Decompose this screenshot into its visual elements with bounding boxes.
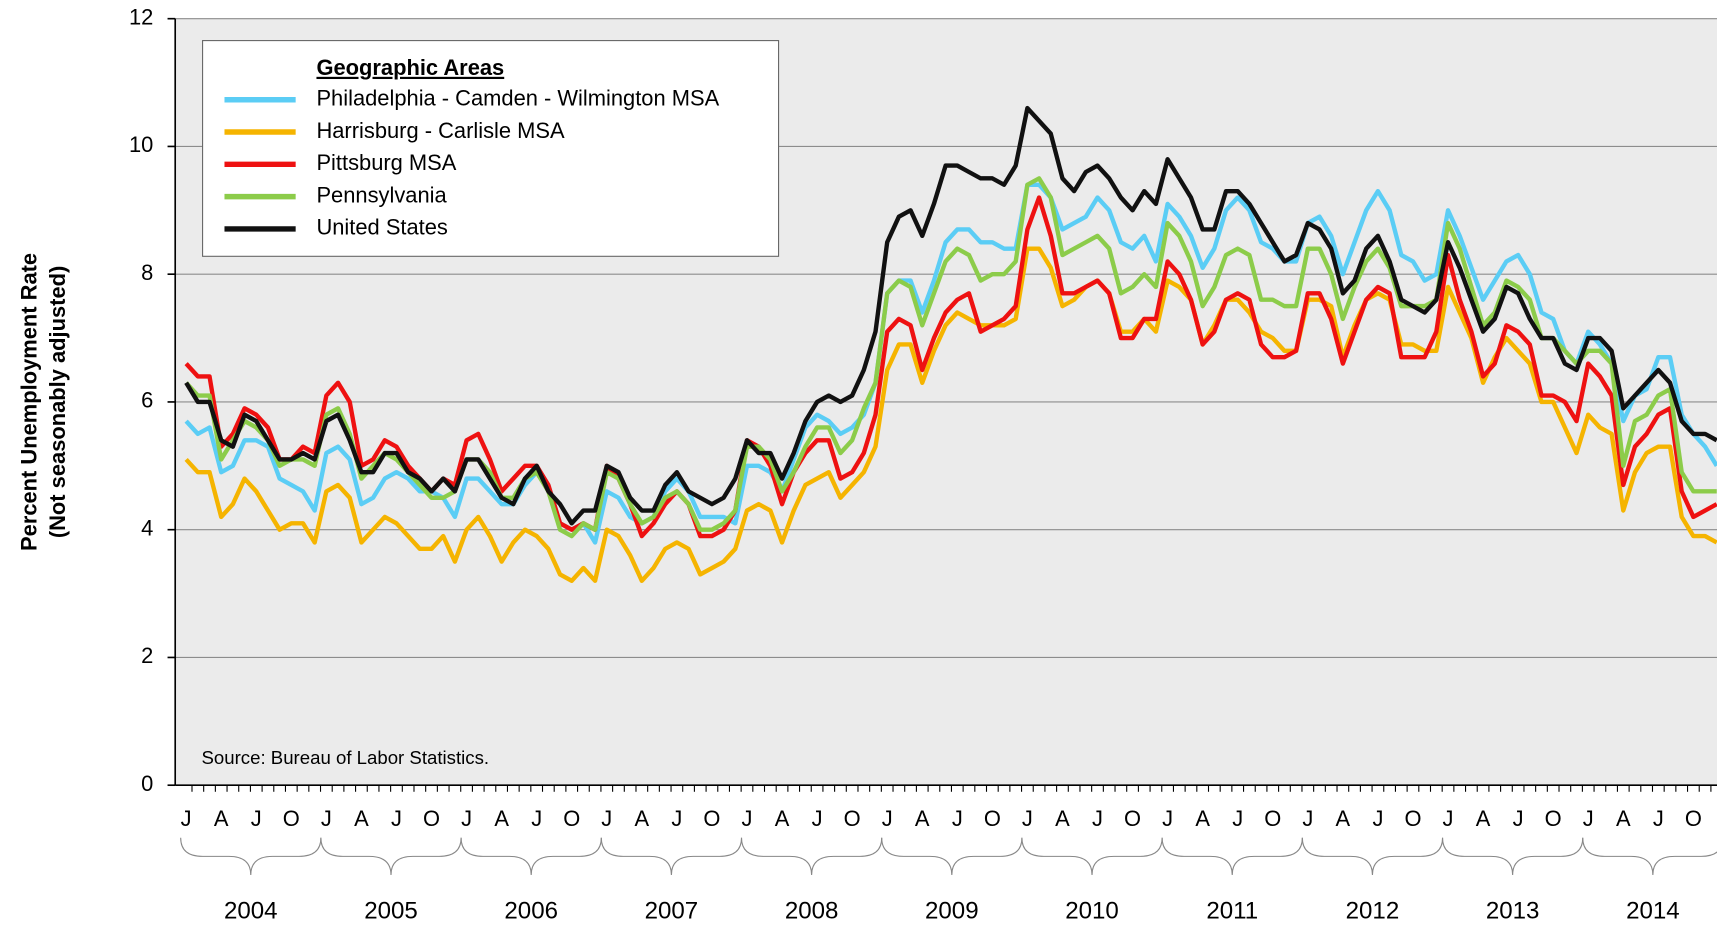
legend-label: Pittsburg MSA [316, 150, 456, 175]
x-tick-label: J [1372, 806, 1383, 831]
x-tick-label: A [1476, 806, 1491, 831]
x-tick-label: O [283, 806, 300, 831]
x-tick-label: J [1162, 806, 1173, 831]
year-brace [600, 837, 743, 875]
x-tick-label: A [775, 806, 790, 831]
x-tick-label: O [1264, 806, 1281, 831]
x-tick-label: J [671, 806, 682, 831]
y-tick-label: 2 [141, 643, 153, 668]
year-label: 2011 [1206, 898, 1258, 925]
series-line [184, 246, 1717, 583]
year-brace [1441, 837, 1584, 875]
x-tick-label: O [423, 806, 440, 831]
legend-label: United States [316, 215, 447, 240]
x-tick-label: J [1653, 806, 1664, 831]
x-tick-label: A [635, 806, 650, 831]
legend: Philadelphia - Camden - Wilmington MSA Ha… [224, 85, 720, 240]
legend-box [202, 40, 780, 257]
grid [175, 18, 1717, 658]
year-brace [1582, 837, 1717, 875]
year-label: 2005 [364, 898, 418, 925]
y-axis-label: (Not seasonably adjusted) [45, 266, 70, 538]
year-label: 2013 [1486, 898, 1540, 925]
y-tick-label: 8 [141, 260, 153, 285]
x-tick-label: J [1092, 806, 1103, 831]
year-brace [1301, 837, 1444, 875]
x-tick-label: A [915, 806, 930, 831]
x-tick-label: J [321, 806, 332, 831]
x-tick-label: O [703, 806, 720, 831]
x-tick-label: O [563, 806, 580, 831]
x-tick-label: A [494, 806, 509, 831]
y-tick-label: 12 [129, 4, 153, 29]
year-label: 2009 [925, 898, 979, 925]
x-tick-label: J [1232, 806, 1243, 831]
year-label: 2014 [1626, 898, 1680, 925]
legend-title: Geographic Areas [316, 55, 504, 80]
x-tick-label: J [181, 806, 192, 831]
y-tick-label: 0 [141, 771, 153, 796]
y-tick-label: 10 [129, 132, 153, 157]
year-brace [460, 837, 602, 875]
x-tick-label: J [391, 806, 402, 831]
year-brace [881, 837, 1023, 875]
year-label: 2006 [504, 898, 558, 925]
x-tick-label: J [1443, 806, 1454, 831]
legend-label: Harrisburg - Carlisle MSA [316, 118, 565, 143]
x-tick-label: J [1022, 806, 1033, 831]
series-line [184, 176, 1717, 539]
x-tick-label: J [742, 806, 753, 831]
year-brace [180, 837, 322, 875]
x-tick-label: J [1302, 806, 1313, 831]
x-tick-label: A [214, 806, 229, 831]
year-brace [1021, 837, 1163, 875]
x-tick-label: A [354, 806, 369, 831]
year-label: 2008 [785, 898, 839, 925]
y-tick-label: 6 [141, 388, 153, 413]
x-tick-label: O [844, 806, 861, 831]
year-brace [1161, 837, 1303, 875]
legend-label: Philadelphia - Camden - Wilmington MSA [316, 85, 719, 110]
x-tick-label: O [1685, 806, 1702, 831]
x-tick-label: J [251, 806, 262, 831]
x-tick-label: J [1583, 806, 1594, 831]
x-tick-label: A [1055, 806, 1070, 831]
x-tick-label: J [812, 806, 823, 831]
year-label: 2010 [1065, 898, 1119, 925]
lines [184, 105, 1717, 583]
x-tick-label: J [601, 806, 612, 831]
x-tick-label: O [1124, 806, 1141, 831]
x-tick-label: J [882, 806, 893, 831]
year-label: 2004 [224, 898, 278, 925]
x-tick-label: O [1545, 806, 1562, 831]
x-tick-label: J [531, 806, 542, 831]
x-tick-label: A [1616, 806, 1631, 831]
series-line [184, 105, 1717, 526]
x-tick-label: O [1404, 806, 1421, 831]
x-tick-label: A [1336, 806, 1351, 831]
source-note: Source: Bureau of Labor Statistics. [201, 747, 489, 768]
legend-label: Pennsylvania [316, 182, 447, 207]
x-tick-label: J [1513, 806, 1524, 831]
year-label: 2007 [645, 898, 699, 925]
x-tick-label: J [461, 806, 472, 831]
x-tick-label: O [984, 806, 1001, 831]
year-brace [320, 837, 462, 875]
x-tick-label: A [1195, 806, 1210, 831]
y-tick-label: 4 [141, 515, 153, 540]
x-tick-label: J [952, 806, 963, 831]
y-axis-label: Percent Unemployment Rate [16, 253, 41, 551]
year-brace [740, 837, 883, 875]
year-label: 2012 [1346, 898, 1400, 925]
